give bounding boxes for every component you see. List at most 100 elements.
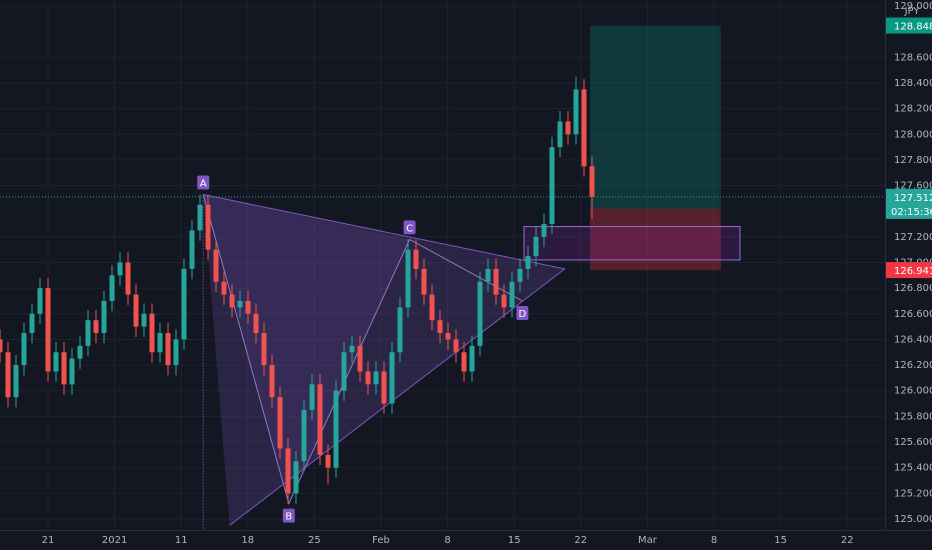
candle-body [501, 294, 507, 308]
candle-body [477, 281, 483, 346]
y-tick-label: 127.200 [894, 232, 932, 243]
y-tick-label: 127.800 [894, 155, 932, 166]
candle-body [293, 461, 299, 494]
candle-body [5, 352, 11, 398]
candle-body [573, 89, 579, 135]
pattern-legs [202, 194, 523, 506]
candle-body [485, 268, 491, 282]
x-tick-label: 21 [42, 535, 55, 546]
y-tick-label: 129.000 [894, 1, 932, 12]
candle-body [261, 333, 267, 366]
candle-body [549, 147, 555, 225]
y-tick-label: 128.600 [894, 52, 932, 63]
candle-body [213, 249, 219, 282]
candle-body [437, 320, 443, 334]
candle-body [461, 352, 467, 372]
target-price-label: 128.848 [894, 22, 932, 33]
candle-body [525, 256, 531, 269]
y-tick-label: 128.400 [894, 78, 932, 89]
candle-body [253, 313, 259, 334]
y-tick-label: 126.400 [894, 334, 932, 345]
candle-body [429, 294, 435, 321]
candle-body [357, 345, 363, 372]
candle-body [557, 121, 563, 148]
wedge-fill [203, 194, 565, 526]
pattern-point-label: A [200, 179, 207, 190]
candle-body [333, 390, 339, 468]
candle-body [77, 345, 83, 359]
y-tick-label: 125.600 [894, 437, 932, 448]
pattern-point-box [403, 220, 416, 235]
candle-body [21, 333, 27, 366]
candle-body [285, 448, 291, 494]
x-tick-label: 11 [175, 535, 188, 546]
y-tick-label: 128.200 [894, 104, 932, 115]
candle-body [221, 281, 227, 295]
candle-body [533, 236, 539, 257]
candle-body [117, 262, 123, 276]
pattern-point-label: B [285, 512, 292, 523]
pattern-point-box [197, 175, 210, 190]
candle-body [349, 345, 355, 353]
candle-body [325, 454, 331, 468]
candle-body [157, 333, 163, 353]
y-tick-label: 125.000 [894, 514, 932, 525]
wedge-line [229, 268, 566, 526]
y-tick-label: 128.000 [894, 129, 932, 140]
candle-body [173, 339, 179, 366]
candle-body [445, 333, 451, 340]
x-tick-label: 15 [774, 535, 787, 546]
wedge-line [203, 194, 565, 270]
candle-body [277, 397, 283, 449]
candle-body [309, 384, 315, 410]
last-price-box [886, 188, 932, 219]
candle-body [589, 166, 595, 197]
countdown-label: 02:15:36 [891, 207, 932, 218]
y-tick-label: 125.200 [894, 488, 932, 499]
x-tick-label: 15 [508, 535, 521, 546]
pattern-point-label: D [519, 309, 527, 320]
candle-body [421, 268, 427, 295]
candle-body [541, 224, 547, 237]
candle-body [581, 89, 587, 167]
target-price-label-box [886, 17, 932, 34]
y-tick-label: 125.800 [894, 411, 932, 422]
candle-body [509, 281, 515, 308]
candle-body [317, 384, 323, 455]
candle-body [237, 300, 243, 308]
candle-body [61, 352, 67, 385]
candle-body [413, 249, 419, 269]
candle-body [389, 352, 395, 404]
candle-body [301, 409, 307, 462]
candle-body [0, 339, 3, 353]
candle-body [381, 371, 387, 404]
candle-body [165, 333, 171, 366]
stop-price-label: 126.941 [894, 266, 932, 277]
y-tick-label: 126.800 [894, 283, 932, 294]
pattern-point-box [282, 508, 295, 523]
currency-label: JPY [904, 6, 921, 17]
candle-body [109, 275, 115, 301]
target-zone [590, 25, 721, 209]
candle-body [149, 313, 155, 353]
candle-body [565, 121, 571, 135]
candle-body [245, 300, 251, 314]
candle-body [189, 230, 195, 269]
candle-body [125, 262, 131, 295]
candle-body [365, 371, 371, 385]
x-tick-label: 22 [841, 535, 854, 546]
candle-body [53, 352, 59, 372]
candle-body [13, 365, 19, 398]
candle-body [405, 249, 411, 308]
candle-body [197, 204, 203, 231]
x-tick-label: 22 [574, 535, 587, 546]
x-tick-label: 8 [711, 535, 717, 546]
y-tick-label: 126.000 [894, 386, 932, 397]
x-tick-label: 8 [444, 535, 450, 546]
candle-body [229, 294, 235, 308]
candle-body [101, 300, 107, 334]
y-tick-label: 126.200 [894, 360, 932, 371]
candle-body [517, 268, 523, 282]
